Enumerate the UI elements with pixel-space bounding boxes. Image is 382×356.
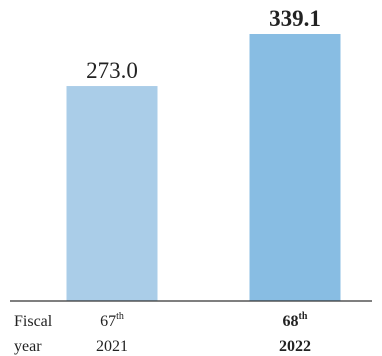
value-label-2022: 339.1 xyxy=(269,6,321,31)
value-labels-group: 273.0 339.1 xyxy=(86,6,321,83)
bars-group xyxy=(66,34,341,301)
value-label-2021: 273.0 xyxy=(86,58,138,83)
axis-label-line-1: Fiscal xyxy=(14,313,53,330)
bar-2022 xyxy=(249,34,341,301)
axis-label-line-2: year xyxy=(14,338,42,355)
x-tick-labels-group: 67th 2021 68th 2022 xyxy=(96,311,311,355)
tick-label-ordinal-2021: 67th xyxy=(100,311,124,330)
fiscal-year-axis-label: Fiscal year xyxy=(14,313,53,355)
tick-label-year-2021: 2021 xyxy=(96,338,128,355)
bar-2021 xyxy=(66,86,158,301)
tick-label-ordinal-2022: 68th xyxy=(283,311,308,330)
tick-label-year-2022: 2022 xyxy=(279,338,311,355)
